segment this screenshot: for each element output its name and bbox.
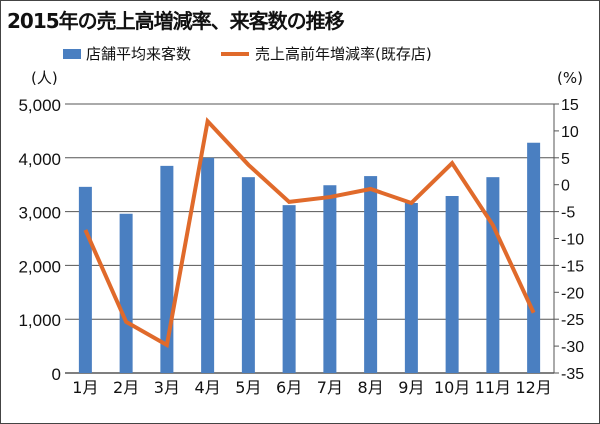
x-tick-label: 6月 [276,378,302,397]
right-tick-label: 0 [561,178,570,195]
left-tick-label: 2,000 [18,257,61,276]
x-tick-label: 4月 [195,378,221,397]
left-axis-unit: (人) [31,69,58,87]
x-tick-label: 11月 [475,378,511,397]
bar-4 [201,157,215,373]
bar-5 [241,177,255,373]
right-tick-label: -10 [561,232,584,249]
right-tick-label: -5 [561,205,575,222]
right-tick-label: -15 [561,258,584,275]
x-tick-label: 1月 [72,378,98,397]
bar-6 [282,205,296,373]
bar-7 [323,185,337,373]
x-tick-label: 2月 [113,378,139,397]
legend-swatch-line [221,51,250,56]
left-tick-label: 1,000 [18,311,61,330]
legend-label-line: 売上高前年増減率(既存店) [255,45,432,63]
right-tick-label: 15 [561,97,579,114]
right-tick-label: -35 [561,366,584,383]
bar-11 [486,177,500,373]
right-tick-label: -25 [561,312,584,329]
right-tick-label: 10 [561,124,579,141]
left-tick-label: 4,000 [18,150,61,169]
left-tick-label: 0 [52,365,61,384]
right-tick-label: -30 [561,339,584,356]
bar-12 [527,142,541,373]
bar-8 [364,176,378,373]
legend-label-bar: 店舗平均来客数 [86,45,192,63]
line-series [83,116,536,349]
x-tick-label: 10月 [434,378,470,397]
bar-1 [78,186,92,373]
x-tick-label: 7月 [317,378,343,397]
x-tick-label: 3月 [154,378,180,397]
legend-swatch-bar [63,48,81,59]
x-tick-label: 5月 [235,378,261,397]
x-tick-label: 8月 [358,378,384,397]
right-tick-label: 5 [561,151,570,168]
bar-2 [119,213,133,373]
legend: 店舗平均来客数 売上高前年増減率(既存店) [63,43,432,64]
left-tick-label: 3,000 [18,204,61,223]
chart-title: 2015年の売上高増減率、来客数の推移 [7,9,345,33]
bar-10 [445,195,459,373]
right-tick-label: -20 [561,285,584,302]
x-tick-label: 9月 [398,378,424,397]
bar-9 [404,202,418,373]
x-tick-label: 12月 [515,378,551,397]
right-axis-unit: (%) [557,69,583,87]
left-tick-label: 5,000 [18,96,61,115]
